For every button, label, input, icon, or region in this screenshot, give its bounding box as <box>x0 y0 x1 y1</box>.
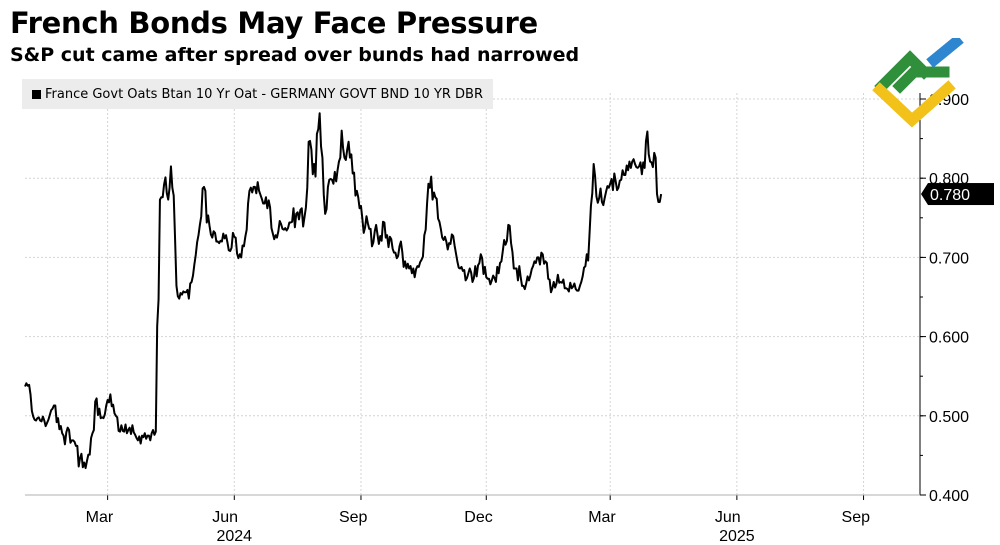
logo-green-stroke-2 <box>892 66 950 94</box>
last-value-pointer <box>921 183 928 206</box>
chart-title: French Bonds May Face Pressure <box>10 6 538 40</box>
x-tick-label: Mar <box>588 509 616 526</box>
x-tick-label: Dec <box>464 509 492 526</box>
x-tick-label: Jun <box>715 509 741 526</box>
y-tick-label: 0.600 <box>929 330 969 347</box>
x-year-label: 2024 <box>216 528 252 545</box>
y-tick-label: 0.700 <box>929 250 969 267</box>
last-value-label: 0.780 <box>930 187 970 204</box>
series-line <box>24 112 663 470</box>
legend-swatch <box>32 89 41 99</box>
brand-logo-icon <box>872 38 964 128</box>
x-tick-label: Sep <box>339 509 368 526</box>
x-tick-label: Jun <box>212 509 238 526</box>
y-tick-label: 0.400 <box>929 488 969 505</box>
last-value-box <box>928 183 994 206</box>
x-tick-label: Sep <box>842 509 871 526</box>
y-tick-label: 0.500 <box>929 409 969 426</box>
x-year-label: 2025 <box>719 528 755 545</box>
x-tick-label: Mar <box>86 509 114 526</box>
chart-subtitle: S&P cut came after spread over bunds had… <box>10 44 580 66</box>
logo-blue-stroke <box>926 38 964 68</box>
logo-yellow-stroke <box>872 80 956 128</box>
axis-layer <box>25 93 926 500</box>
legend-series-label: France Govt Oats Btan 10 Yr Oat - GERMAN… <box>45 86 484 102</box>
series-layer <box>24 112 663 470</box>
legend: France Govt Oats Btan 10 Yr Oat - GERMAN… <box>22 79 494 109</box>
